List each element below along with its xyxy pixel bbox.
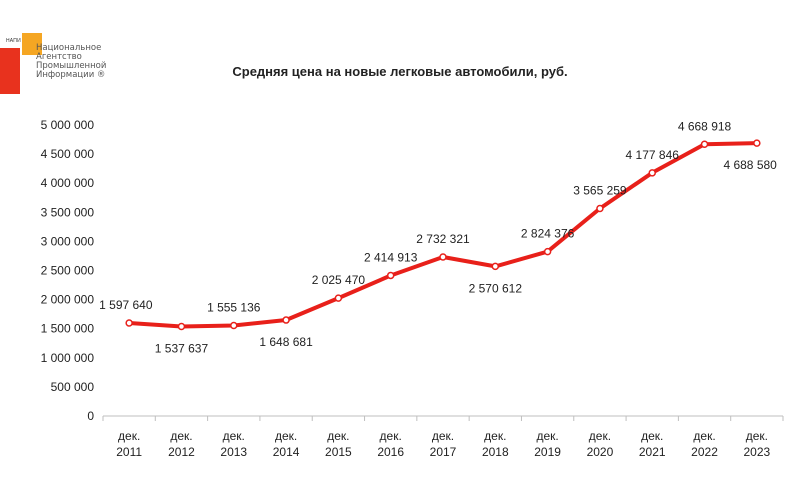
y-tick-label: 4 000 000	[41, 176, 95, 190]
x-tick-label: дек. 2023	[743, 429, 770, 459]
x-tick-label: дек. 2018	[482, 429, 509, 459]
data-point	[230, 321, 238, 330]
napi-logo: НАПИ Национальное Агентство Промышленной…	[0, 30, 110, 100]
data-label: 2 025 470	[312, 273, 366, 287]
data-point	[282, 316, 290, 324]
data-label: 3 565 259	[573, 184, 627, 198]
y-tick-label: 2 500 000	[41, 264, 95, 278]
y-tick-label: 3 500 000	[41, 205, 95, 219]
data-label: 4 668 918	[678, 119, 732, 133]
logo-org-line: Агентство	[36, 52, 82, 62]
data-point	[543, 247, 552, 256]
data-label: 2 732 321	[416, 232, 470, 246]
data-point	[177, 322, 186, 331]
x-tick-label: дек. 2019	[534, 429, 561, 459]
y-tick-label: 0	[87, 409, 94, 423]
logo-org-line: Информации ®	[36, 70, 106, 80]
data-point	[439, 253, 447, 261]
x-tick-label: дек. 2017	[430, 429, 457, 459]
x-tick-label: дек. 2014	[273, 429, 300, 459]
data-label: 4 177 846	[626, 148, 680, 162]
x-tick-label: дек. 2016	[377, 429, 404, 459]
logo-org-line: Промышленной	[36, 61, 107, 71]
logo-red-block	[0, 48, 20, 94]
x-tick-label: дек. 2012	[168, 429, 195, 459]
chart-title: Средняя цена на новые легковые автомобил…	[232, 64, 568, 79]
x-tick-label: дек. 2022	[691, 429, 718, 459]
data-label: 2 414 913	[364, 250, 418, 264]
data-point	[648, 169, 656, 177]
data-point	[386, 271, 395, 280]
x-tick-label: дек. 2020	[587, 429, 614, 459]
y-tick-label: 1 500 000	[41, 322, 95, 336]
y-tick-label: 4 500 000	[41, 147, 95, 161]
x-tick-label: дек. 2021	[639, 429, 666, 459]
x-tick-label: дек. 2011	[116, 429, 142, 459]
data-point	[491, 262, 500, 271]
data-point	[596, 204, 604, 213]
data-label: 2 824 376	[521, 227, 575, 241]
y-tick-label: 3 000 000	[41, 234, 95, 248]
data-label: 2 570 612	[469, 281, 523, 295]
y-tick-label: 1 000 000	[41, 351, 95, 365]
logo-orange-block	[22, 33, 42, 55]
y-tick-label: 2 000 000	[41, 293, 95, 307]
x-tick-label: дек. 2015	[325, 429, 352, 459]
logo-org-name: Национальное Агентство Промышленной Инфо…	[36, 44, 106, 80]
data-label: 1 537 637	[155, 342, 209, 356]
x-tick-label: дек. 2013	[220, 429, 247, 459]
data-label: 1 597 640	[99, 298, 153, 312]
data-label: 4 688 580	[723, 158, 777, 172]
logo-abbreviation: НАПИ	[6, 38, 21, 44]
data-point	[753, 139, 761, 147]
y-tick-label: 5 000 000	[41, 118, 95, 132]
data-label: 1 648 681	[259, 335, 313, 349]
y-tick-label: 500 000	[51, 380, 95, 394]
data-label: 1 555 136	[207, 300, 261, 314]
data-point	[125, 319, 133, 327]
data-point	[700, 140, 709, 149]
data-point	[334, 294, 343, 302]
logo-org-line: Национальное	[36, 43, 102, 53]
